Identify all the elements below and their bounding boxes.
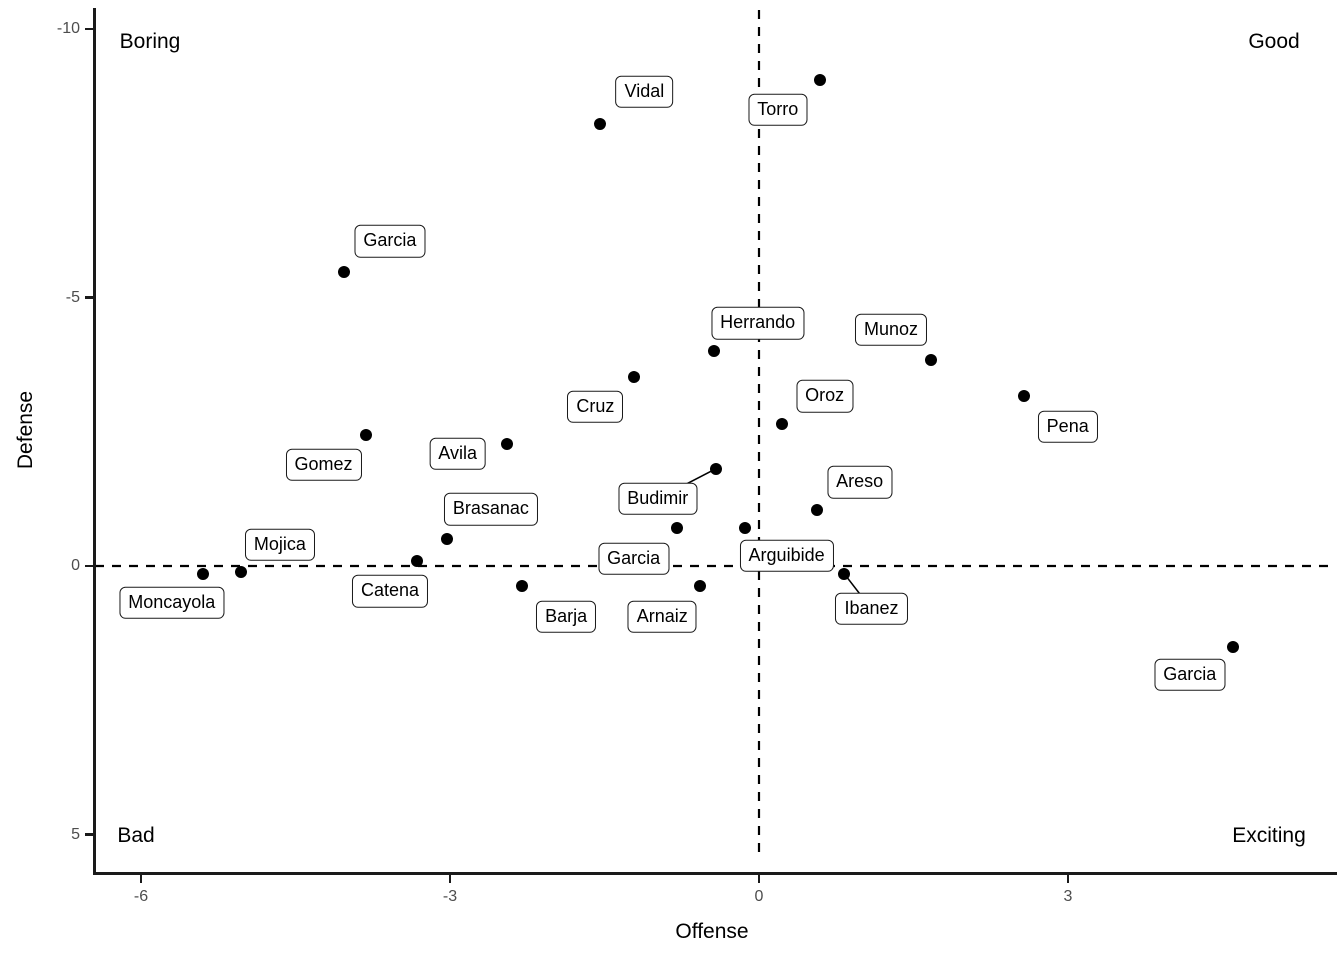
data-point-pena [1017, 389, 1030, 402]
point-label-brasanac: Brasanac [443, 492, 538, 526]
point-label-vidal: Vidal [615, 75, 674, 109]
x-tick-mark [1066, 874, 1070, 883]
point-label-garcia: Garcia [598, 542, 670, 576]
data-point-barja [516, 579, 529, 592]
quadrant-label-exciting: Exciting [1232, 824, 1306, 847]
y-tick-mark [85, 27, 94, 31]
data-point-herrando [707, 345, 720, 358]
x-tick-label: 3 [1063, 888, 1073, 905]
y-tick-label: 5 [71, 825, 80, 843]
point-label-gomez: Gomez [285, 448, 362, 482]
x-tick-label: -3 [442, 888, 458, 905]
data-point-arguibide [738, 521, 751, 534]
quadrant-label-boring: Boring [119, 30, 181, 53]
data-point-moncayola [196, 567, 209, 580]
y-tick-label: 0 [71, 557, 80, 574]
y-tick-mark [85, 564, 94, 568]
data-point-torro [813, 74, 826, 86]
point-label-garcia: Garcia [1154, 658, 1226, 692]
data-point-arnaiz [694, 579, 707, 592]
point-label-moncayola: Moncayola [119, 586, 225, 619]
point-label-cruz: Cruz [567, 390, 624, 424]
point-label-mojica: Mojica [244, 528, 315, 562]
point-label-pena: Pena [1037, 410, 1098, 443]
data-point-garcia [670, 521, 683, 534]
point-label-avila: Avila [429, 437, 486, 471]
point-label-torro: Torro [748, 93, 808, 127]
data-point-garcia [337, 266, 350, 279]
x-tick-mark [757, 874, 761, 883]
point-label-areso: Areso [827, 465, 893, 499]
data-point-catena [411, 555, 424, 568]
x-tick-label: 0 [754, 888, 764, 905]
point-label-barja: Barja [536, 600, 597, 634]
point-label-oroz: Oroz [796, 380, 854, 413]
y-tick-label: -5 [65, 288, 80, 306]
point-label-herrando: Herrando [711, 306, 805, 340]
point-label-arnaiz: Arnaiz [627, 600, 697, 634]
x-tick-mark [448, 874, 452, 883]
data-point-vidal [594, 118, 607, 131]
y-axis-line [93, 8, 96, 874]
data-point-areso [810, 504, 823, 517]
data-point-brasanac [440, 533, 453, 546]
x-axis-title: Offense [675, 920, 749, 943]
data-point-avila [500, 438, 513, 451]
y-tick-mark [85, 833, 94, 836]
data-point-cruz [628, 370, 641, 383]
point-label-ibanez: Ibanez [835, 592, 908, 626]
data-point-munoz [925, 353, 937, 366]
point-label-munoz: Munoz [854, 313, 928, 346]
y-tick-mark [85, 296, 94, 299]
point-label-catena: Catena [352, 574, 429, 608]
x-axis-line [93, 872, 1338, 875]
data-point-gomez [359, 428, 372, 441]
x-tick-mark [139, 874, 143, 883]
quadrant-label-bad: Bad [117, 824, 155, 847]
x-tick-label: -6 [133, 888, 149, 905]
data-point-mojica [234, 565, 247, 578]
data-point-oroz [775, 418, 788, 431]
y-tick-label: -10 [56, 20, 80, 37]
data-point-garcia [1226, 641, 1239, 654]
point-label-budimir: Budimir [618, 482, 698, 515]
point-label-arguibide: Arguibide [739, 539, 834, 573]
point-label-garcia: Garcia [354, 225, 426, 258]
quadrant-label-good: Good [1248, 30, 1300, 53]
